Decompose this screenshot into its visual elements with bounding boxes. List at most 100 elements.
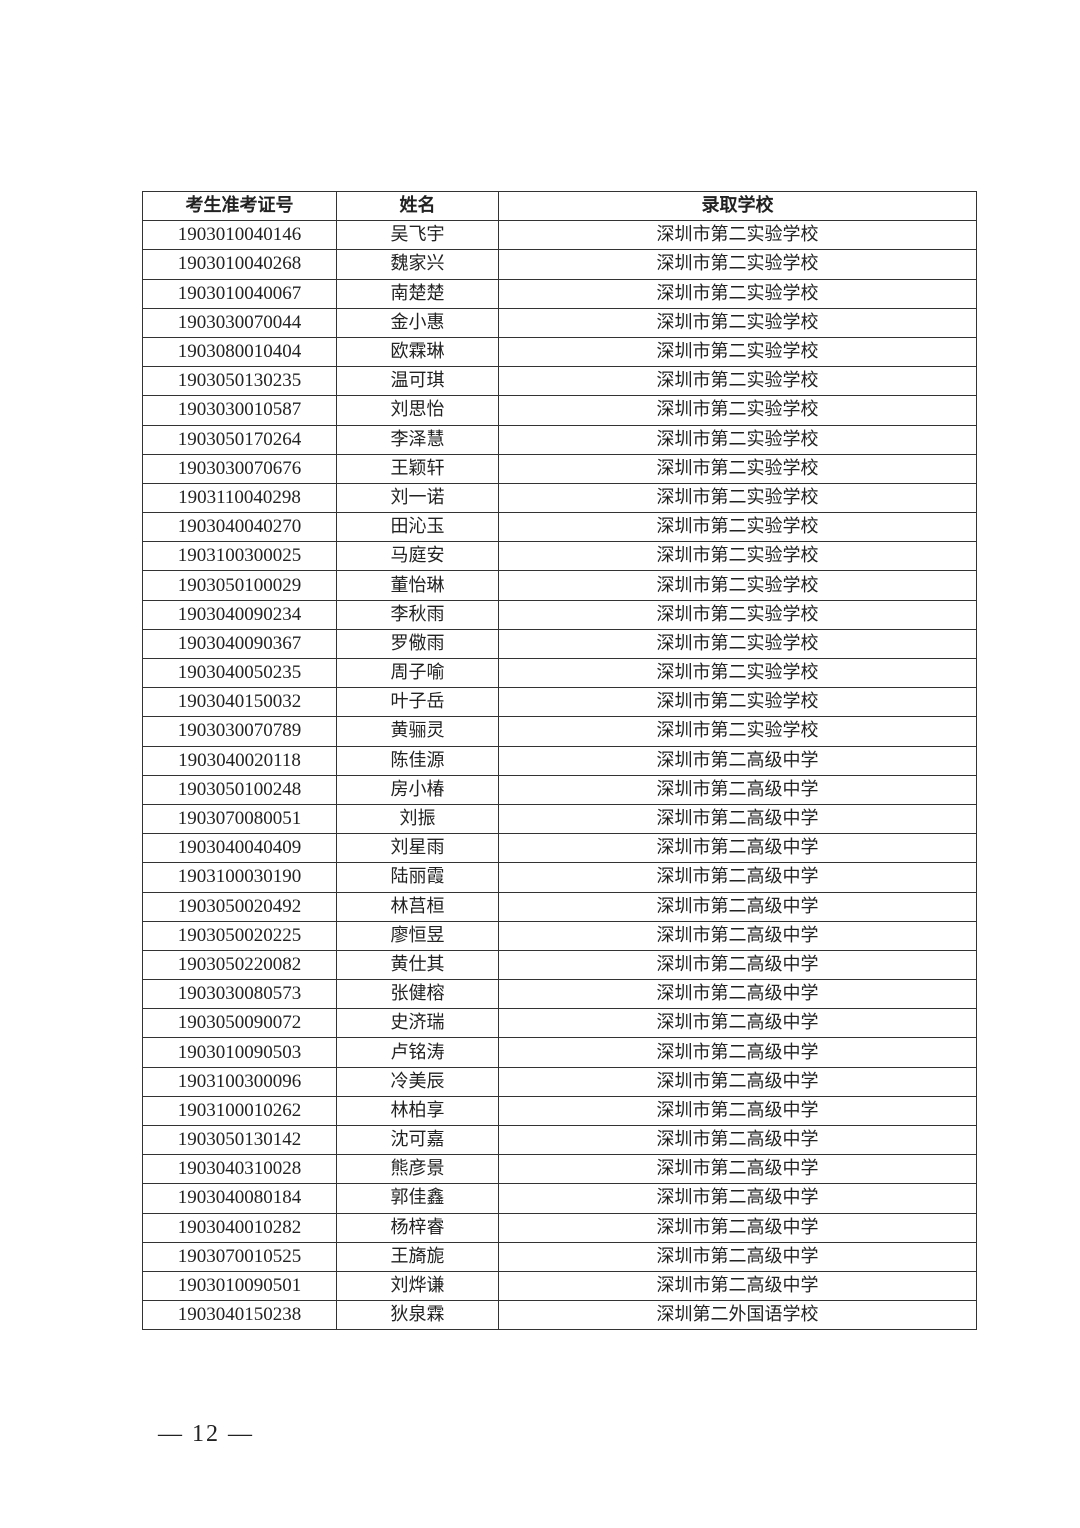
school-cell: 深圳市第二实验学校	[498, 336, 977, 368]
table-row: 1903040050235 周子喻 深圳市第二实验学校	[142, 657, 977, 689]
school-cell: 深圳市第二实验学校	[498, 541, 977, 572]
name-cell: 郭佳鑫	[336, 1183, 499, 1214]
table-row: 1903040090367 罗儆雨 深圳市第二实验学校	[142, 628, 977, 660]
exam-id-cell: 1903070010525	[142, 1241, 337, 1272]
name-cell: 陆丽霞	[336, 862, 499, 893]
exam-id-cell: 1903100010262	[142, 1095, 337, 1127]
exam-id-cell: 1903030070676	[142, 453, 337, 484]
exam-id-cell: 1903030070789	[142, 716, 337, 747]
exam-id-cell: 1903050020492	[142, 891, 337, 922]
school-cell: 深圳市第二实验学校	[498, 249, 977, 280]
table-row: 1903050130142 沈可嘉 深圳市第二高级中学	[142, 1124, 977, 1156]
school-cell: 深圳市第二高级中学	[498, 1270, 977, 1302]
school-cell: 深圳市第二实验学校	[498, 395, 977, 426]
table-row: 1903010040146 吴飞宇 深圳市第二实验学校	[142, 220, 977, 251]
exam-id-cell: 1903100030190	[142, 862, 337, 893]
name-cell: 叶子岳	[336, 687, 499, 718]
exam-id-cell: 1903040090367	[142, 628, 337, 660]
name-cell: 欧霖琳	[336, 336, 499, 368]
header-name: 姓名	[336, 190, 499, 222]
table-row: 1903040310028 熊彦景 深圳市第二高级中学	[142, 1154, 977, 1185]
table-row: 1903050090072 史济瑞 深圳市第二高级中学	[142, 1008, 977, 1039]
exam-id-cell: 1903050100029	[142, 570, 337, 601]
name-cell: 狄泉霖	[336, 1300, 499, 1331]
exam-id-cell: 1903040040409	[142, 833, 337, 864]
name-cell: 周子喻	[336, 657, 499, 689]
name-cell: 李泽慧	[336, 424, 499, 455]
exam-id-cell: 1903040040270	[142, 512, 337, 543]
name-cell: 金小惠	[336, 307, 499, 338]
school-cell: 深圳市第二实验学校	[498, 482, 977, 514]
table-row: 1903050170264 李泽慧 深圳市第二实验学校	[142, 424, 977, 455]
table-row: 1903050130235 温可琪 深圳市第二实验学校	[142, 366, 977, 397]
exam-id-cell: 1903040020118	[142, 745, 337, 776]
school-cell: 深圳市第二高级中学	[498, 774, 977, 805]
name-cell: 刘一诺	[336, 482, 499, 514]
school-cell: 深圳市第二实验学校	[498, 628, 977, 660]
exam-id-cell: 1903040010282	[142, 1212, 337, 1243]
exam-id-cell: 1903030070044	[142, 307, 337, 338]
table-header-row: 考生准考证号 姓名 录取学校	[142, 190, 977, 222]
table-row: 1903050020492 林莒桓 深圳市第二高级中学	[142, 891, 977, 922]
table-row: 1903050100248 房小椿 深圳市第二高级中学	[142, 774, 977, 805]
table-row: 1903100300096 冷美辰 深圳市第二高级中学	[142, 1066, 977, 1097]
name-cell: 陈佳源	[336, 745, 499, 776]
name-cell: 房小椿	[336, 774, 499, 805]
name-cell: 熊彦景	[336, 1154, 499, 1185]
table-row: 1903040150032 叶子岳 深圳市第二实验学校	[142, 687, 977, 718]
school-cell: 深圳市第二高级中学	[498, 803, 977, 835]
exam-id-cell: 1903040310028	[142, 1154, 337, 1185]
table-row: 1903040150238 狄泉霖 深圳第二外国语学校	[142, 1300, 977, 1331]
name-cell: 刘振	[336, 803, 499, 835]
name-cell: 卢铭涛	[336, 1037, 499, 1068]
school-cell: 深圳市第二高级中学	[498, 1066, 977, 1097]
name-cell: 李秋雨	[336, 599, 499, 630]
table-row: 1903030070676 王颖轩 深圳市第二实验学校	[142, 453, 977, 484]
exam-id-cell: 1903010090501	[142, 1270, 337, 1302]
school-cell: 深圳市第二实验学校	[498, 570, 977, 601]
exam-id-cell: 1903040090234	[142, 599, 337, 630]
exam-id-cell: 1903040080184	[142, 1183, 337, 1214]
exam-id-cell: 1903050130235	[142, 366, 337, 397]
table-body: 1903010040146 吴飞宇 深圳市第二实验学校 1903010040268 魏家…	[142, 220, 977, 1331]
table-row: 1903010090501 刘烨谦 深圳市第二高级中学	[142, 1270, 977, 1302]
name-cell: 刘星雨	[336, 833, 499, 864]
table-row: 1903070080051 刘振 深圳市第二高级中学	[142, 803, 977, 835]
table-row: 1903050100029 董怡琳 深圳市第二实验学校	[142, 570, 977, 601]
exam-id-cell: 1903050220082	[142, 949, 337, 981]
school-cell: 深圳市第二高级中学	[498, 833, 977, 864]
table-row: 1903040090234 李秋雨 深圳市第二实验学校	[142, 599, 977, 630]
header-school: 录取学校	[498, 190, 977, 222]
table-row: 1903040040409 刘星雨 深圳市第二高级中学	[142, 833, 977, 864]
name-cell: 罗儆雨	[336, 628, 499, 660]
school-cell: 深圳市第二实验学校	[498, 657, 977, 689]
table-row: 1903010040268 魏家兴 深圳市第二实验学校	[142, 249, 977, 280]
table-row: 1903040010282 杨梓睿 深圳市第二高级中学	[142, 1212, 977, 1243]
school-cell: 深圳市第二高级中学	[498, 745, 977, 776]
table-row: 1903040020118 陈佳源 深圳市第二高级中学	[142, 745, 977, 776]
name-cell: 沈可嘉	[336, 1124, 499, 1156]
name-cell: 董怡琳	[336, 570, 499, 601]
table-row: 1903010090503 卢铭涛 深圳市第二高级中学	[142, 1037, 977, 1068]
exam-id-cell: 1903010040268	[142, 249, 337, 280]
school-cell: 深圳市第二高级中学	[498, 1124, 977, 1156]
exam-id-cell: 1903050130142	[142, 1124, 337, 1156]
exam-id-cell: 1903070080051	[142, 803, 337, 835]
school-cell: 深圳市第二高级中学	[498, 1154, 977, 1185]
name-cell: 王旖旎	[336, 1241, 499, 1272]
header-exam-id: 考生准考证号	[142, 190, 337, 222]
name-cell: 史济瑞	[336, 1008, 499, 1039]
school-cell: 深圳市第二实验学校	[498, 424, 977, 455]
school-cell: 深圳市第二实验学校	[498, 453, 977, 484]
table-row: 1903100030190 陆丽霞 深圳市第二高级中学	[142, 862, 977, 893]
school-cell: 深圳市第二高级中学	[498, 891, 977, 922]
school-cell: 深圳第二外国语学校	[498, 1300, 977, 1331]
school-cell: 深圳市第二实验学校	[498, 687, 977, 718]
school-cell: 深圳市第二高级中学	[498, 1008, 977, 1039]
table-row: 1903070010525 王旖旎 深圳市第二高级中学	[142, 1241, 977, 1272]
exam-id-cell: 1903050020225	[142, 920, 337, 951]
page-number: — 12 —	[158, 1421, 254, 1447]
school-cell: 深圳市第二实验学校	[498, 220, 977, 251]
name-cell: 南楚楚	[336, 278, 499, 309]
table-row: 1903010040067 南楚楚 深圳市第二实验学校	[142, 278, 977, 309]
